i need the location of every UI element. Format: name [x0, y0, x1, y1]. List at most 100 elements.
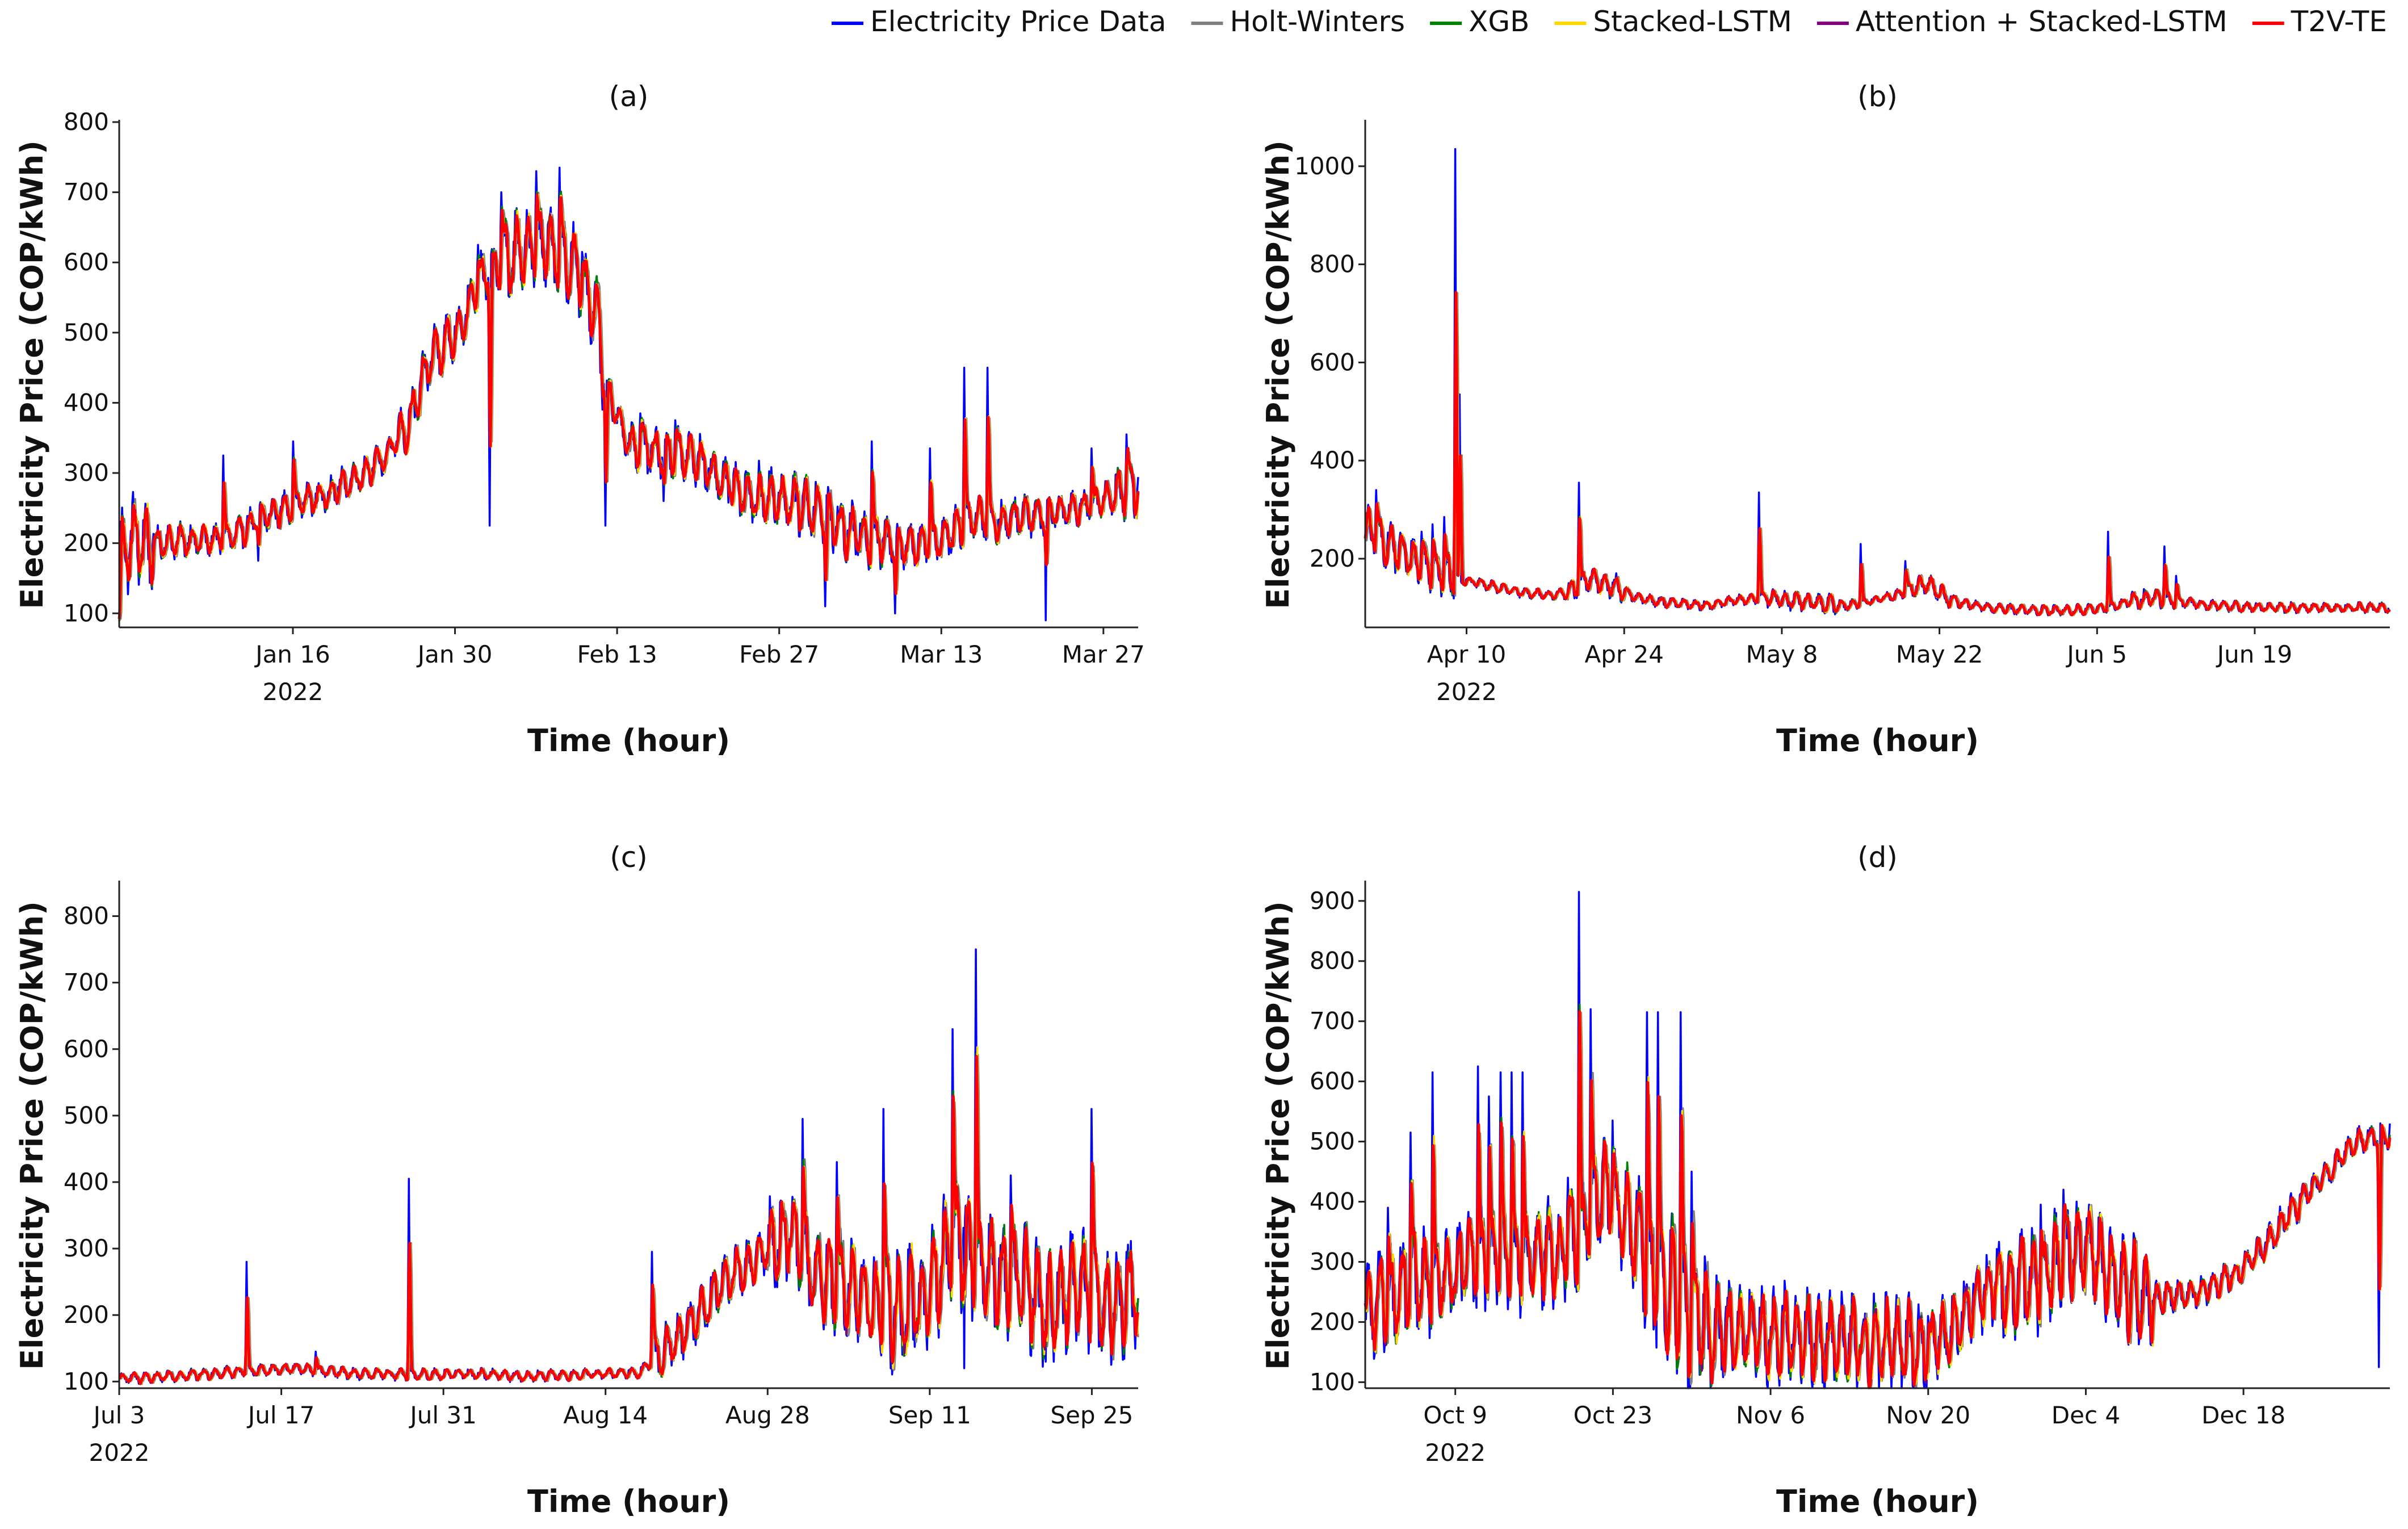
- y-tick-label: 700: [1310, 1007, 1355, 1035]
- series-group: [118, 948, 1140, 1385]
- series-line-stacked-lstm: [118, 194, 1139, 621]
- y-tick-label: 400: [64, 388, 109, 416]
- x-tick-label: Nov 20: [1886, 1401, 1970, 1429]
- series-line-attention-stacked-lstm: [1364, 404, 2390, 616]
- legend-label: Stacked-LSTM: [1593, 5, 1792, 38]
- x-tick-label: Oct 23: [1574, 1401, 1652, 1429]
- x-tick-label: Apr 24: [1584, 640, 1663, 668]
- legend-item-holt-winters: Holt-Winters: [1191, 5, 1405, 38]
- series-group: [1364, 148, 2391, 617]
- x-tick-label: Jul 17: [246, 1401, 314, 1429]
- y-tick-label: 600: [1310, 1067, 1355, 1095]
- y-tick-label: 200: [1310, 1308, 1355, 1335]
- x-tick-label: Feb 27: [739, 640, 819, 668]
- series-line-electricity-price-data: [118, 948, 1139, 1385]
- x-tick-label: Jun 19: [2216, 640, 2292, 668]
- legend-label: XGB: [1469, 5, 1529, 38]
- y-tick-label: 500: [64, 319, 109, 346]
- x-axis-label: Time (hour): [1776, 723, 1979, 759]
- x-tick-label: Mar 27: [1062, 640, 1145, 668]
- series-line-electricity-price-data: [1364, 148, 2391, 617]
- y-tick-label: 800: [64, 108, 109, 136]
- y-axis-label: Electricity Price (COP/kWh): [1260, 140, 1296, 609]
- chart-panel-c: (c) 100 200 300 400 500 600 700 800 Jul 3 Jul 17 Ju…: [14, 841, 1140, 1519]
- y-tick-label: 300: [1310, 1248, 1355, 1276]
- panel-title: (a): [609, 80, 649, 113]
- legend-label: Holt-Winters: [1230, 5, 1405, 38]
- x-tick-label: Jan 16: [254, 640, 330, 668]
- panel-title: (b): [1857, 80, 1898, 113]
- panel-title: (d): [1857, 841, 1898, 874]
- y-axis-label: Electricity Price (COP/kWh): [14, 140, 50, 609]
- x-year-label: 2022: [1425, 1439, 1486, 1467]
- y-tick-label: 500: [64, 1101, 109, 1129]
- x-tick-label: Dec 4: [2052, 1401, 2120, 1429]
- series-line-xgb: [1364, 292, 2391, 617]
- x-year-label: 2022: [263, 678, 324, 706]
- y-tick-label: 700: [64, 178, 109, 206]
- y-tick-label: 100: [1310, 1368, 1355, 1396]
- legend-item-xgb: XGB: [1430, 5, 1529, 38]
- chart-panel-a: (a) 100 200 300 400 500 600 700 800 Jan 16 Jan 30 F…: [14, 80, 1145, 759]
- x-tick-label: May 8: [1746, 640, 1818, 668]
- y-tick-label: 1000: [1294, 152, 1355, 180]
- y-tick-label: 300: [64, 459, 109, 487]
- x-axis-label: Time (hour): [1776, 1484, 1979, 1519]
- series-line-holt-winters: [119, 1054, 1139, 1385]
- x-tick-label: Oct 9: [1423, 1401, 1487, 1429]
- y-tick-label: 800: [64, 902, 109, 930]
- legend-label: Electricity Price Data: [870, 5, 1167, 38]
- series-line-t2v-te: [1364, 1009, 2392, 1389]
- y-tick-label: 800: [1310, 947, 1355, 975]
- x-axis-label: Time (hour): [527, 1484, 730, 1519]
- x-year-label: 2022: [1436, 678, 1497, 706]
- series-group: [1364, 891, 2392, 1389]
- x-tick-label: Mar 13: [900, 640, 983, 668]
- panel-title: (c): [610, 841, 648, 874]
- x-year-label: 2022: [89, 1439, 150, 1467]
- legend-label: T2V-TE: [2290, 5, 2387, 38]
- x-tick-label: Jul 3: [92, 1401, 145, 1429]
- y-tick-label: 900: [1310, 887, 1355, 915]
- legend: Electricity Price Data Holt-Winters XGB Sta…: [831, 5, 2387, 38]
- series-line-holt-winters: [119, 191, 1139, 621]
- y-axis-label: Electricity Price (COP/kWh): [1260, 901, 1296, 1370]
- chart-panels: (a) 100 200 300 400 500 600 700 800 Jan 16 Jan 30 F…: [14, 80, 2392, 1519]
- y-tick-label: 200: [1310, 544, 1355, 572]
- series-line-stacked-lstm: [1364, 291, 2391, 617]
- y-tick-label: 100: [64, 1367, 109, 1395]
- x-tick-label: Sep 25: [1050, 1401, 1133, 1429]
- chart-panel-d: (d) 100 200 300 400 500 600 700 800 900 Oct 9 Oct 2…: [1260, 841, 2392, 1519]
- y-tick-label: 300: [64, 1234, 109, 1262]
- x-tick-label: Jun 5: [2065, 640, 2127, 668]
- x-tick-label: Feb 13: [577, 640, 657, 668]
- x-tick-label: Jul 31: [408, 1401, 476, 1429]
- series-line-attention-stacked-lstm: [118, 1117, 1139, 1383]
- legend-item-attention-stacked-lstm: Attention + Stacked-LSTM: [1817, 5, 2227, 38]
- series-line-stacked-lstm: [118, 1046, 1139, 1385]
- series-line-holt-winters: [1364, 292, 2390, 617]
- series-line-xgb: [118, 190, 1139, 622]
- x-tick-label: Jan 30: [416, 640, 493, 668]
- x-tick-label: Dec 18: [2201, 1401, 2285, 1429]
- legend-label: Attention + Stacked-LSTM: [1856, 5, 2227, 38]
- x-axis-label: Time (hour): [527, 723, 730, 759]
- y-axis-label: Electricity Price (COP/kWh): [14, 901, 50, 1370]
- y-tick-label: 100: [64, 599, 109, 627]
- x-tick-label: May 22: [1896, 640, 1983, 668]
- series-line-attention-stacked-lstm: [118, 203, 1139, 614]
- y-tick-label: 700: [64, 969, 109, 996]
- y-tick-label: 600: [64, 1035, 109, 1063]
- series-line-xgb: [118, 1053, 1139, 1384]
- series-line-electricity-price-data: [118, 166, 1139, 622]
- legend-item-stacked-lstm: Stacked-LSTM: [1554, 5, 1792, 38]
- chart-panel-b: (b) 200 400 600 800 1000 Apr 10 Apr 24 May 8 May …: [1260, 80, 2391, 759]
- x-tick-label: Aug 28: [725, 1401, 810, 1429]
- series-group: [118, 166, 1140, 622]
- legend-item-t2v-te: T2V-TE: [2252, 5, 2387, 38]
- series-line-t2v-te: [118, 193, 1140, 619]
- y-tick-label: 500: [1310, 1128, 1355, 1155]
- y-tick-label: 200: [64, 1301, 109, 1329]
- y-tick-label: 400: [1310, 1188, 1355, 1216]
